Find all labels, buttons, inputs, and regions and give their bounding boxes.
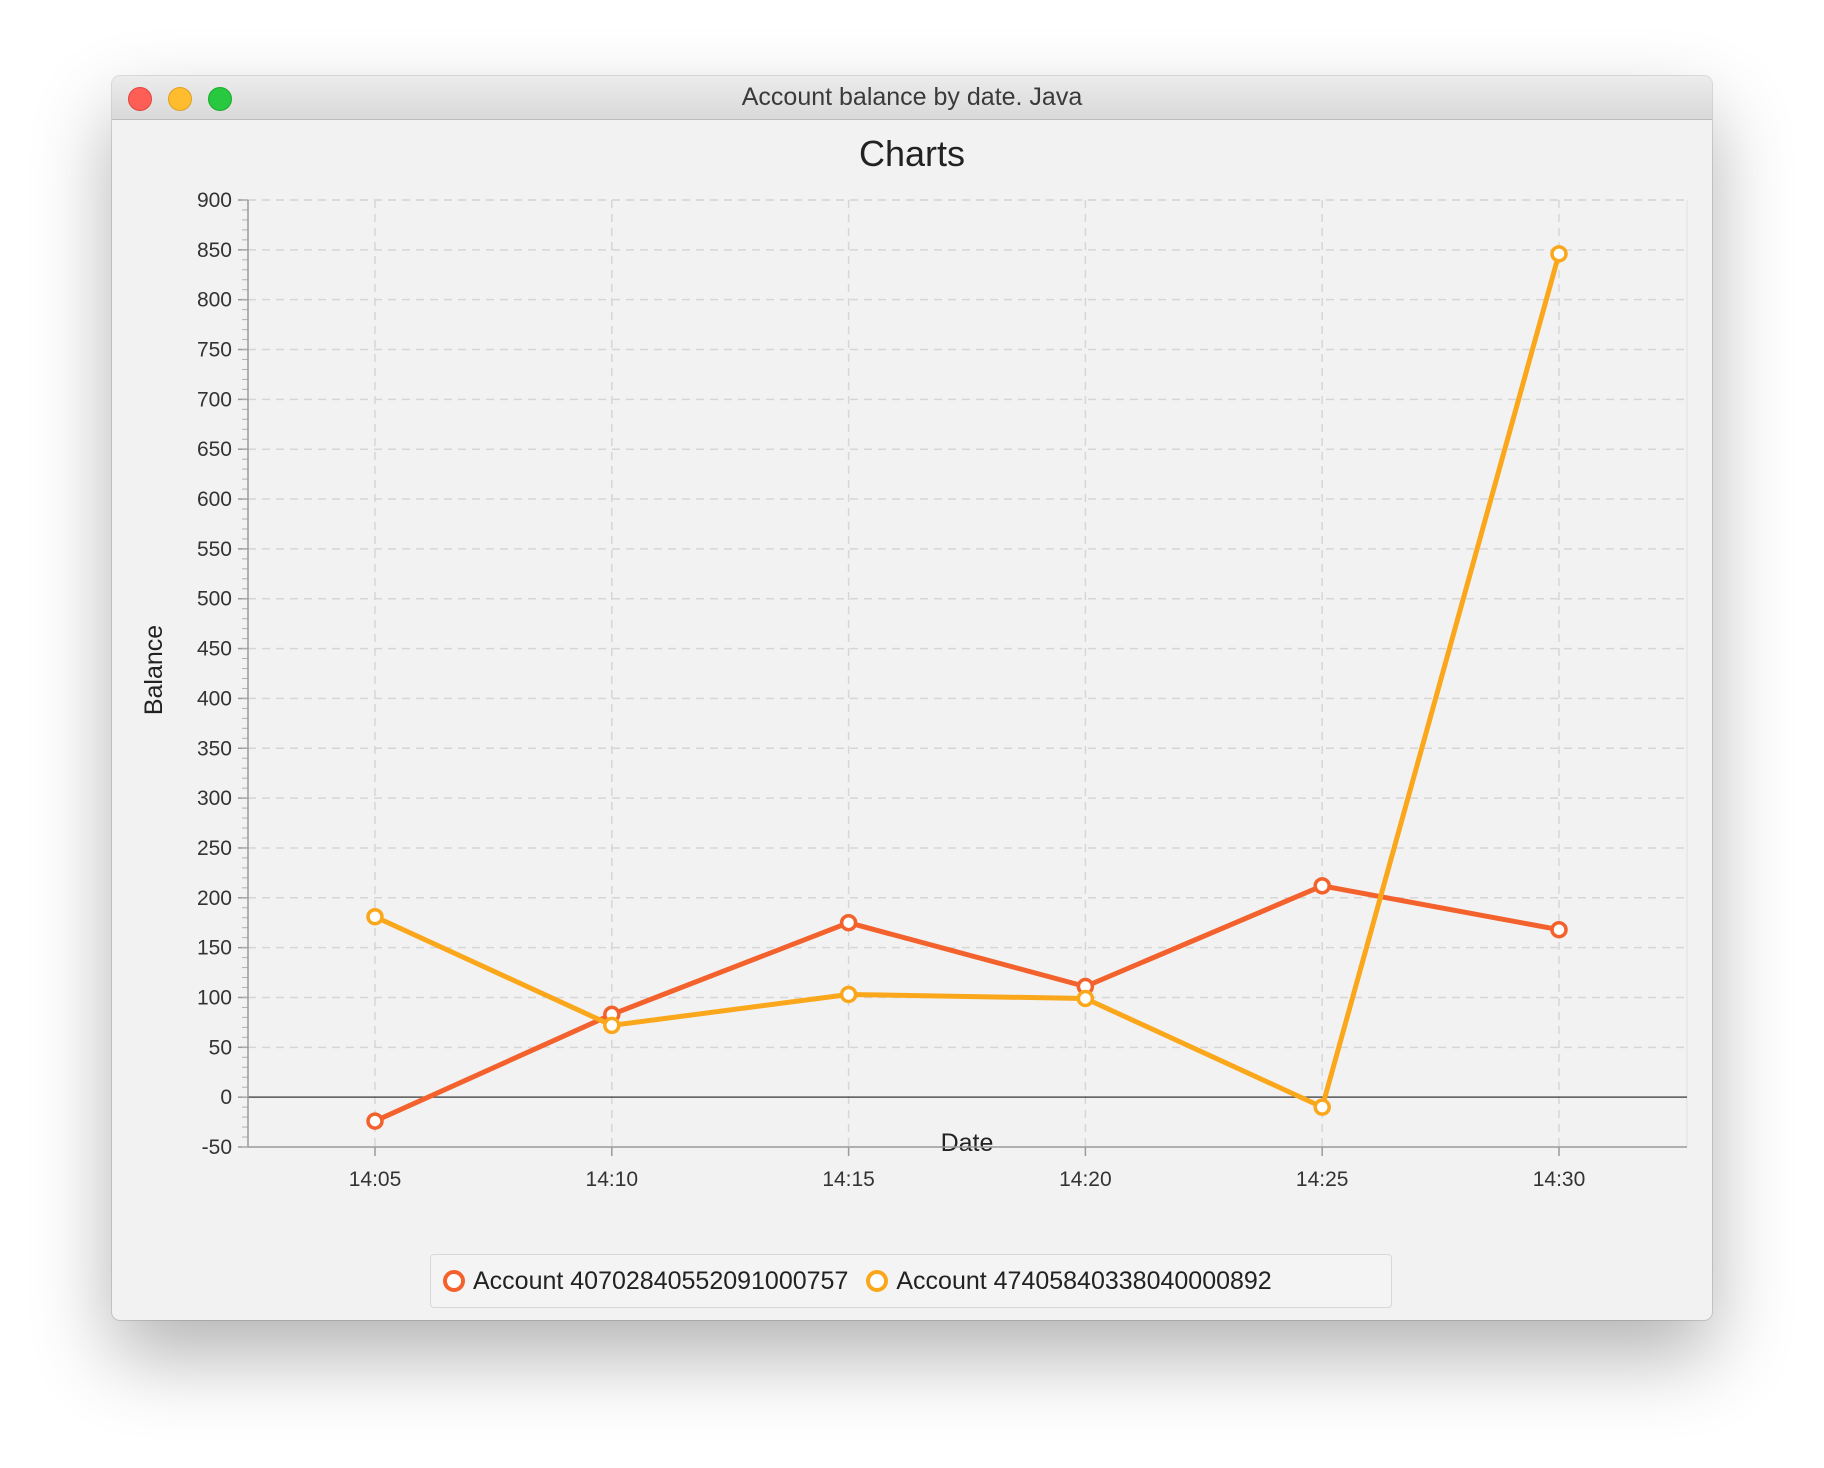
x-tick-label: 14:10	[586, 1168, 639, 1191]
y-tick-label: 150	[197, 937, 232, 960]
series-line-2	[372, 251, 1562, 1110]
series-line-1	[372, 883, 1562, 1124]
maximize-window-button[interactable]	[208, 87, 232, 111]
data-point-series-1[interactable]	[839, 913, 858, 932]
y-tick-label: 0	[220, 1086, 232, 1109]
x-tick-label: 14:20	[1059, 1168, 1112, 1191]
minimize-window-button[interactable]	[168, 87, 192, 111]
legend-item-2: Account 47405840338040000892	[866, 1266, 1272, 1296]
data-point-series-2[interactable]	[839, 985, 858, 1004]
legend: Account 40702840552091000757 Account 4740…	[430, 1254, 1392, 1308]
y-tick-label: 750	[197, 339, 232, 362]
data-point-series-1[interactable]	[366, 1112, 384, 1130]
line-chart: Charts Balance Date -50 0 50 100 150 200 250 30…	[140, 133, 1688, 1191]
data-point-series-2[interactable]	[1313, 1098, 1331, 1116]
x-tick-label: 14:05	[349, 1168, 402, 1191]
x-axis-label: Date	[941, 1129, 994, 1157]
y-tick-label: -50	[202, 1136, 232, 1159]
window-title: Account balance by date. Java	[741, 83, 1083, 111]
y-tick-label: 500	[197, 588, 232, 611]
y-tick-label: 550	[197, 538, 232, 561]
data-point-series-1[interactable]	[1550, 920, 1568, 939]
legend-marker-2	[866, 1270, 889, 1292]
data-point-series-2[interactable]	[603, 1016, 621, 1035]
y-tick-label: 850	[197, 239, 232, 262]
x-tick-label: 14:30	[1533, 1168, 1586, 1191]
axes: -50 0 50 100 150 200 250 300 350 400 450 500 550 600 6…	[197, 189, 1687, 1191]
y-tick-label: 100	[197, 986, 232, 1009]
data-point-series-2[interactable]	[1076, 989, 1095, 1008]
y-tick-label: 650	[197, 438, 232, 461]
y-axis-label: Balance	[140, 625, 168, 715]
legend-marker-1	[443, 1270, 465, 1292]
y-tick-label: 700	[197, 388, 232, 411]
legend-label-1: Account 40702840552091000757	[473, 1266, 849, 1295]
y-tick-label: 350	[197, 737, 232, 760]
grid-lines	[248, 199, 1688, 1147]
y-tick-label: 50	[209, 1036, 232, 1059]
title-bar[interactable]: Account balance by date. Java	[112, 76, 1712, 120]
x-tick-label: 14:15	[822, 1168, 875, 1191]
y-tick-label: 250	[197, 837, 232, 860]
y-tick-label: 200	[197, 887, 232, 910]
y-tick-label: 800	[197, 289, 232, 312]
y-tick-label: 600	[197, 488, 232, 511]
y-tick-label: 400	[197, 687, 232, 710]
data-points	[366, 245, 1568, 1130]
legend-label-2: Account 47405840338040000892	[896, 1266, 1272, 1295]
close-window-button[interactable]	[128, 87, 152, 111]
x-tick-label: 14:25	[1296, 1168, 1349, 1191]
data-point-series-1[interactable]	[1313, 877, 1331, 895]
y-tick-label: 300	[197, 787, 232, 810]
series-lines	[372, 251, 1562, 1124]
data-point-series-2[interactable]	[366, 907, 384, 926]
y-tick-label: 900	[197, 189, 232, 212]
legend-item-1: Account 40702840552091000757	[443, 1267, 848, 1296]
app-window: Account balance by date. Java Charts Bal…	[112, 76, 1712, 1320]
chart-title: Charts	[859, 133, 965, 174]
y-tick-label: 450	[197, 638, 232, 661]
data-point-series-2[interactable]	[1550, 245, 1568, 263]
